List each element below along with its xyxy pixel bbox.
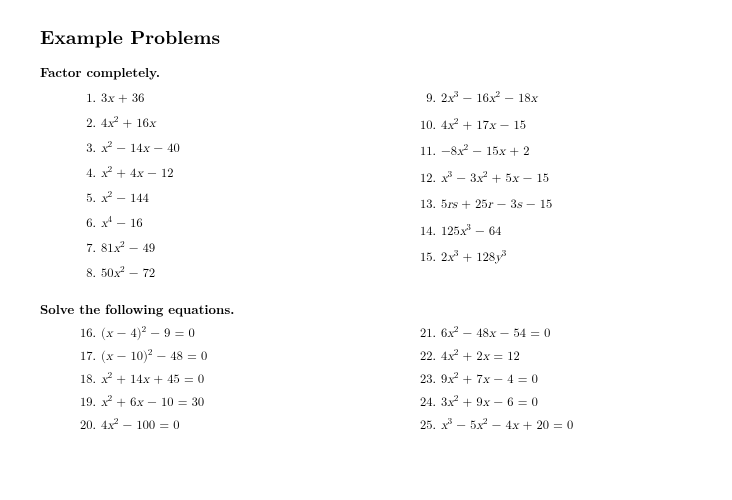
problem-number: 12. xyxy=(416,173,436,186)
problem-expression: 5rs + 25r − 3s − 15 xyxy=(441,199,552,212)
problem-number: 17. xyxy=(76,351,96,364)
problem-item: 21. 6x2 − 48x − 54 = 0 xyxy=(416,328,692,341)
problem-item: 24. 3x2 + 9x − 6 = 0 xyxy=(416,397,692,410)
problem-expression: x2 − 144 xyxy=(101,193,149,206)
problem-number: 8. xyxy=(76,268,96,281)
problem-item: 9. 2x3 − 16x2 − 18x xyxy=(416,93,692,106)
problem-item: 23. 9x2 + 7x − 4 = 0 xyxy=(416,374,692,387)
problem-item: 22. 4x2 + 2x = 12 xyxy=(416,351,692,364)
problem-expression: 3x2 + 9x − 6 = 0 xyxy=(441,397,538,410)
problem-item: 7. 81x2 − 49 xyxy=(76,243,416,256)
problem-number: 4. xyxy=(76,168,96,181)
problem-item: 17. (x − 10)2 − 48 = 0 xyxy=(76,351,416,364)
problem-item: 6. x4 − 16 xyxy=(76,218,416,231)
problem-number: 2. xyxy=(76,118,96,131)
problem-item: 20. 4x2 − 100 = 0 xyxy=(76,420,416,433)
problem-expression: 3x + 36 xyxy=(101,93,144,106)
problem-number: 6. xyxy=(76,218,96,231)
problem-item: 4. x2 + 4x − 12 xyxy=(76,168,416,181)
problem-expression: x2 + 14x + 45 = 0 xyxy=(101,374,204,387)
problem-expression: 2x3 − 16x2 − 18x xyxy=(441,93,537,106)
problem-expression: 9x2 + 7x − 4 = 0 xyxy=(441,374,538,387)
problem-number: 1. xyxy=(76,93,96,106)
problem-item: 16. (x − 4)2 − 9 = 0 xyxy=(76,328,416,341)
problem-expression: (x − 10)2 − 48 = 0 xyxy=(101,351,207,364)
problem-item: 10. 4x2 + 17x − 15 xyxy=(416,120,692,133)
problem-expression: x4 − 16 xyxy=(101,218,143,231)
problem-expression: 6x2 − 48x − 54 = 0 xyxy=(441,328,550,341)
problem-number: 24. xyxy=(416,397,436,410)
section-b-right: 21. 6x2 − 48x − 54 = 0 22. 4x2 + 2x = 12 23.… xyxy=(416,328,692,443)
problem-item: 3. x2 − 14x − 40 xyxy=(76,143,416,156)
problem-expression: x2 − 14x − 40 xyxy=(101,143,180,156)
problem-number: 21. xyxy=(416,328,436,341)
problem-item: 19. x2 + 6x − 10 = 30 xyxy=(76,397,416,410)
problem-number: 22. xyxy=(416,351,436,364)
problem-expression: x3 − 3x2 + 5x − 15 xyxy=(441,173,549,186)
problem-expression: 125x3 − 64 xyxy=(441,226,501,239)
page: Example Problems Factor completely. 1. 3x… xyxy=(0,0,732,443)
problem-item: 12. x3 − 3x2 + 5x − 15 xyxy=(416,173,692,186)
problem-expression: 4x2 − 100 = 0 xyxy=(101,420,179,433)
problem-expression: x2 + 6x − 10 = 30 xyxy=(101,397,204,410)
instruction-solve: Solve the following equations. xyxy=(40,299,692,318)
problem-item: 18. x2 + 14x + 45 = 0 xyxy=(76,374,416,387)
problem-expression: 50x2 − 72 xyxy=(101,268,155,281)
instruction-factor: Factor completely. xyxy=(40,62,692,81)
problem-number: 3. xyxy=(76,143,96,156)
problem-expression: −8x2 − 15x + 2 xyxy=(441,146,530,159)
section-a-right: 9. 2x3 − 16x2 − 18x 10. 4x2 + 17x − 15 11. −8… xyxy=(416,93,692,293)
page-title: Example Problems xyxy=(40,22,692,50)
problem-number: 11. xyxy=(416,146,436,159)
problem-expression: 4x2 + 17x − 15 xyxy=(441,120,526,133)
problem-item: 25. x3 − 5x2 − 4x + 20 = 0 xyxy=(416,420,692,433)
problem-expression: x3 − 5x2 − 4x + 20 = 0 xyxy=(441,420,573,433)
problem-item: 11. −8x2 − 15x + 2 xyxy=(416,146,692,159)
problem-number: 19. xyxy=(76,397,96,410)
problem-item: 2. 4x2 + 16x xyxy=(76,118,416,131)
problem-number: 9. xyxy=(416,93,436,106)
problem-item: 13. 5rs + 25r − 3s − 15 xyxy=(416,199,692,212)
problem-expression: x2 + 4x − 12 xyxy=(101,168,174,181)
problem-expression: 4x2 + 16x xyxy=(101,118,156,131)
problem-number: 13. xyxy=(416,199,436,212)
problem-number: 16. xyxy=(76,328,96,341)
problem-item: 15. 2x3 + 128y3 xyxy=(416,252,692,265)
problem-number: 14. xyxy=(416,226,436,239)
problem-number: 20. xyxy=(76,420,96,433)
problem-number: 18. xyxy=(76,374,96,387)
problem-number: 23. xyxy=(416,374,436,387)
problem-expression: 4x2 + 2x = 12 xyxy=(441,351,520,364)
problem-number: 5. xyxy=(76,193,96,206)
problem-item: 5. x2 − 144 xyxy=(76,193,416,206)
section-b-left: 16. (x − 4)2 − 9 = 0 17. (x − 10)2 − 48 = 0… xyxy=(76,328,416,443)
problem-expression: 2x3 + 128y3 xyxy=(441,252,506,265)
section-a-left: 1. 3x + 36 2. 4x2 + 16x 3. x2 − 14x − 40 4. x2 … xyxy=(76,93,416,293)
section-b-list: 16. (x − 4)2 − 9 = 0 17. (x − 10)2 − 48 = 0… xyxy=(40,328,692,443)
problem-number: 15. xyxy=(416,252,436,265)
problem-number: 7. xyxy=(76,243,96,256)
problem-item: 1. 3x + 36 xyxy=(76,93,416,106)
problem-expression: 81x2 − 49 xyxy=(101,243,155,256)
problem-number: 10. xyxy=(416,120,436,133)
problem-number: 25. xyxy=(416,420,436,433)
problem-item: 14. 125x3 − 64 xyxy=(416,226,692,239)
problem-item: 8. 50x2 − 72 xyxy=(76,268,416,281)
section-a-list: 1. 3x + 36 2. 4x2 + 16x 3. x2 − 14x − 40 4. x2 … xyxy=(40,93,692,293)
problem-expression: (x − 4)2 − 9 = 0 xyxy=(101,328,195,341)
